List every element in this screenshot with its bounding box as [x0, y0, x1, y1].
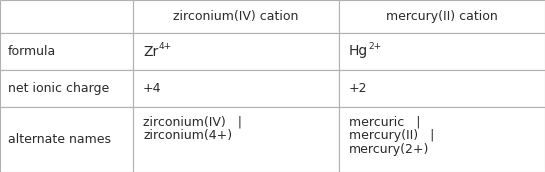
Text: Hg: Hg: [349, 45, 368, 58]
Text: zirconium(IV)   |: zirconium(IV) |: [143, 116, 242, 129]
Text: 2+: 2+: [368, 42, 381, 51]
Text: mercury(II) cation: mercury(II) cation: [386, 10, 498, 23]
Bar: [339, 33, 545, 70]
Text: mercury(2+): mercury(2+): [349, 143, 429, 156]
Text: 4+: 4+: [159, 42, 172, 51]
Text: Zr: Zr: [143, 45, 158, 58]
Text: +2: +2: [349, 82, 367, 95]
Bar: [339, 70, 545, 107]
Text: +4: +4: [143, 82, 161, 95]
Bar: [133, 70, 339, 107]
Bar: [0, 0, 133, 33]
Text: alternate names: alternate names: [8, 133, 111, 146]
Bar: [133, 0, 339, 33]
Text: net ionic charge: net ionic charge: [8, 82, 109, 95]
Text: zirconium(4+): zirconium(4+): [143, 130, 232, 142]
Text: mercury(II)   |: mercury(II) |: [349, 130, 434, 142]
Text: formula: formula: [8, 45, 56, 58]
Bar: [133, 33, 339, 70]
Text: zirconium(IV) cation: zirconium(IV) cation: [173, 10, 299, 23]
Bar: [339, 107, 545, 172]
Bar: [0, 70, 133, 107]
Bar: [0, 33, 133, 70]
Bar: [0, 107, 133, 172]
Bar: [339, 0, 545, 33]
Bar: [133, 107, 339, 172]
Text: mercuric   |: mercuric |: [349, 116, 421, 129]
